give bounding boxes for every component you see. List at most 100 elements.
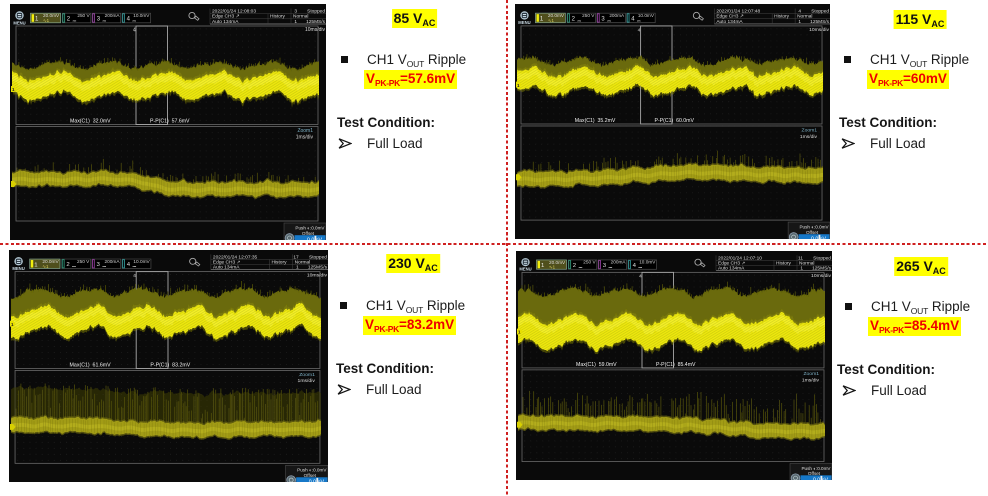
svg-text:Zoom1: Zoom1 xyxy=(802,127,818,133)
svg-text:Auto 134mA: Auto 134mA xyxy=(716,19,743,25)
svg-text:2: 2 xyxy=(572,16,576,22)
svg-text:∿1: ∿1 xyxy=(43,18,50,23)
svg-text:Auto 134mA: Auto 134mA xyxy=(718,265,745,271)
svg-text:P-P(C1) 60.0mV: P-P(C1) 60.0mV xyxy=(655,118,695,124)
svg-text:20.0mV: 20.0mV xyxy=(549,260,566,265)
svg-text:⎓: ⎓ xyxy=(102,264,106,269)
svg-text:P-P(C1) 57.6mV: P-P(C1) 57.6mV xyxy=(150,119,190,125)
svg-text:1: 1 xyxy=(11,322,14,327)
svg-text:1: 1 xyxy=(296,265,299,271)
svg-text:Edge CH3 ↗: Edge CH3 ↗ xyxy=(716,14,743,20)
svg-text:MENU: MENU xyxy=(519,267,531,272)
svg-text:History: History xyxy=(271,260,287,266)
svg-text:20.0mV: 20.0mV xyxy=(548,13,565,18)
svg-text:Push ◐:0.0mV: Push ◐:0.0mV xyxy=(295,226,325,231)
svg-text:Zoom1: Zoom1 xyxy=(803,371,819,377)
svg-text:1ms/div: 1ms/div xyxy=(800,134,818,140)
svg-text:2022/01/24 12:07:35: 2022/01/24 12:07:35 xyxy=(213,255,258,261)
svg-text:1: 1 xyxy=(798,19,801,25)
svg-text:Offset: Offset xyxy=(808,471,821,476)
svg-text:125MS/s: 125MS/s xyxy=(308,265,328,271)
svg-text:1: 1 xyxy=(541,263,544,269)
svg-text:Zoom1: Zoom1 xyxy=(299,372,315,378)
svg-text:⎓: ⎓ xyxy=(73,18,77,23)
svg-text:Max(C1) 61.6mV: Max(C1) 61.6mV xyxy=(70,363,112,369)
svg-text:Stopped: Stopped xyxy=(309,255,327,261)
svg-text:⎓: ⎓ xyxy=(607,18,611,23)
svg-text:History: History xyxy=(774,14,789,20)
svg-text:Max(C1) 59.0mV: Max(C1) 59.0mV xyxy=(576,362,617,368)
svg-text:10.0mV: 10.0mV xyxy=(639,260,656,265)
svg-text:MENU: MENU xyxy=(13,20,25,25)
svg-text:11: 11 xyxy=(798,255,803,261)
svg-text:⎓: ⎓ xyxy=(133,264,137,269)
svg-text:⎓: ⎓ xyxy=(577,18,581,23)
svg-text:Normal: Normal xyxy=(295,260,311,266)
svg-text:1: 1 xyxy=(517,83,520,88)
svg-text:4: 4 xyxy=(133,28,136,34)
svg-text:Normal: Normal xyxy=(797,14,812,20)
svg-text:250 V: 250 V xyxy=(77,13,90,18)
svg-text:1ms/div: 1ms/div xyxy=(298,378,316,384)
svg-text:4: 4 xyxy=(127,16,131,22)
svg-text:Normal: Normal xyxy=(799,260,814,266)
svg-text:10ms/div: 10ms/div xyxy=(809,27,829,33)
svg-text:200mA: 200mA xyxy=(609,13,625,18)
svg-text:⎓: ⎓ xyxy=(637,18,641,23)
svg-text:1: 1 xyxy=(540,17,544,23)
svg-text:Max(C1) 35.2mV: Max(C1) 35.2mV xyxy=(575,118,616,124)
svg-text:MENU: MENU xyxy=(12,266,24,271)
svg-text:3: 3 xyxy=(603,263,607,269)
svg-text:Offset: Offset xyxy=(806,230,819,235)
svg-text:3: 3 xyxy=(601,16,605,22)
svg-text:250 V: 250 V xyxy=(77,259,90,264)
svg-text:Offset: Offset xyxy=(302,231,315,236)
svg-text:4: 4 xyxy=(633,263,637,269)
svg-text:4: 4 xyxy=(639,274,642,280)
svg-text:1: 1 xyxy=(34,262,38,268)
svg-text:Push ◐:0.0mV: Push ◐:0.0mV xyxy=(801,466,830,471)
svg-text:Normal: Normal xyxy=(293,14,308,20)
svg-text:10ms/div: 10ms/div xyxy=(305,27,326,33)
svg-text:2: 2 xyxy=(67,16,71,22)
svg-text:125MS/s: 125MS/s xyxy=(306,19,326,25)
svg-text:Edge CH3 ↗: Edge CH3 ↗ xyxy=(212,14,239,20)
svg-text:20.0mV: 20.0mV xyxy=(43,13,60,18)
svg-text:Zoom1: Zoom1 xyxy=(297,128,313,134)
svg-text:Max(C1) 32.0mV: Max(C1) 32.0mV xyxy=(70,119,111,125)
svg-text:1: 1 xyxy=(800,265,803,271)
svg-text:250 V: 250 V xyxy=(583,260,596,265)
svg-text:1: 1 xyxy=(294,19,297,25)
svg-text:Stopped: Stopped xyxy=(811,9,829,15)
svg-text:2022/01/24 12:07:10: 2022/01/24 12:07:10 xyxy=(718,255,762,261)
svg-text:3: 3 xyxy=(294,9,297,15)
svg-text:2: 2 xyxy=(573,263,576,269)
svg-text:Stopped: Stopped xyxy=(813,255,831,261)
svg-text:4: 4 xyxy=(631,16,635,22)
svg-text:⎓: ⎓ xyxy=(103,18,107,23)
svg-text:3: 3 xyxy=(97,262,101,268)
svg-text:⎓: ⎓ xyxy=(579,265,583,270)
svg-text:125MS/s: 125MS/s xyxy=(812,265,832,271)
svg-text:Edge CH3 ↗: Edge CH3 ↗ xyxy=(213,260,241,266)
svg-text:250 V: 250 V xyxy=(582,13,595,18)
svg-text:Auto 134mA: Auto 134mA xyxy=(212,19,239,25)
svg-text:History: History xyxy=(776,260,792,266)
svg-text:History: History xyxy=(270,14,286,20)
svg-text:∿1: ∿1 xyxy=(549,265,556,270)
svg-text:3: 3 xyxy=(97,16,101,22)
svg-text:200mA: 200mA xyxy=(611,260,627,265)
svg-text:10.0mV: 10.0mV xyxy=(133,259,150,264)
svg-text:20.0mV: 20.0mV xyxy=(42,259,59,264)
svg-text:10.0mV: 10.0mV xyxy=(133,13,150,18)
svg-text:∿1: ∿1 xyxy=(548,18,555,23)
svg-text:Push ◐:0.0mV: Push ◐:0.0mV xyxy=(297,468,327,473)
svg-text:4: 4 xyxy=(133,273,136,279)
svg-text:2: 2 xyxy=(66,262,70,268)
svg-text:200mA: 200mA xyxy=(105,259,121,264)
svg-text:10ms/div: 10ms/div xyxy=(811,273,831,279)
svg-text:17: 17 xyxy=(293,255,299,261)
svg-text:⎓: ⎓ xyxy=(638,265,642,270)
svg-text:1ms/div: 1ms/div xyxy=(802,378,820,384)
svg-text:4: 4 xyxy=(638,27,641,33)
